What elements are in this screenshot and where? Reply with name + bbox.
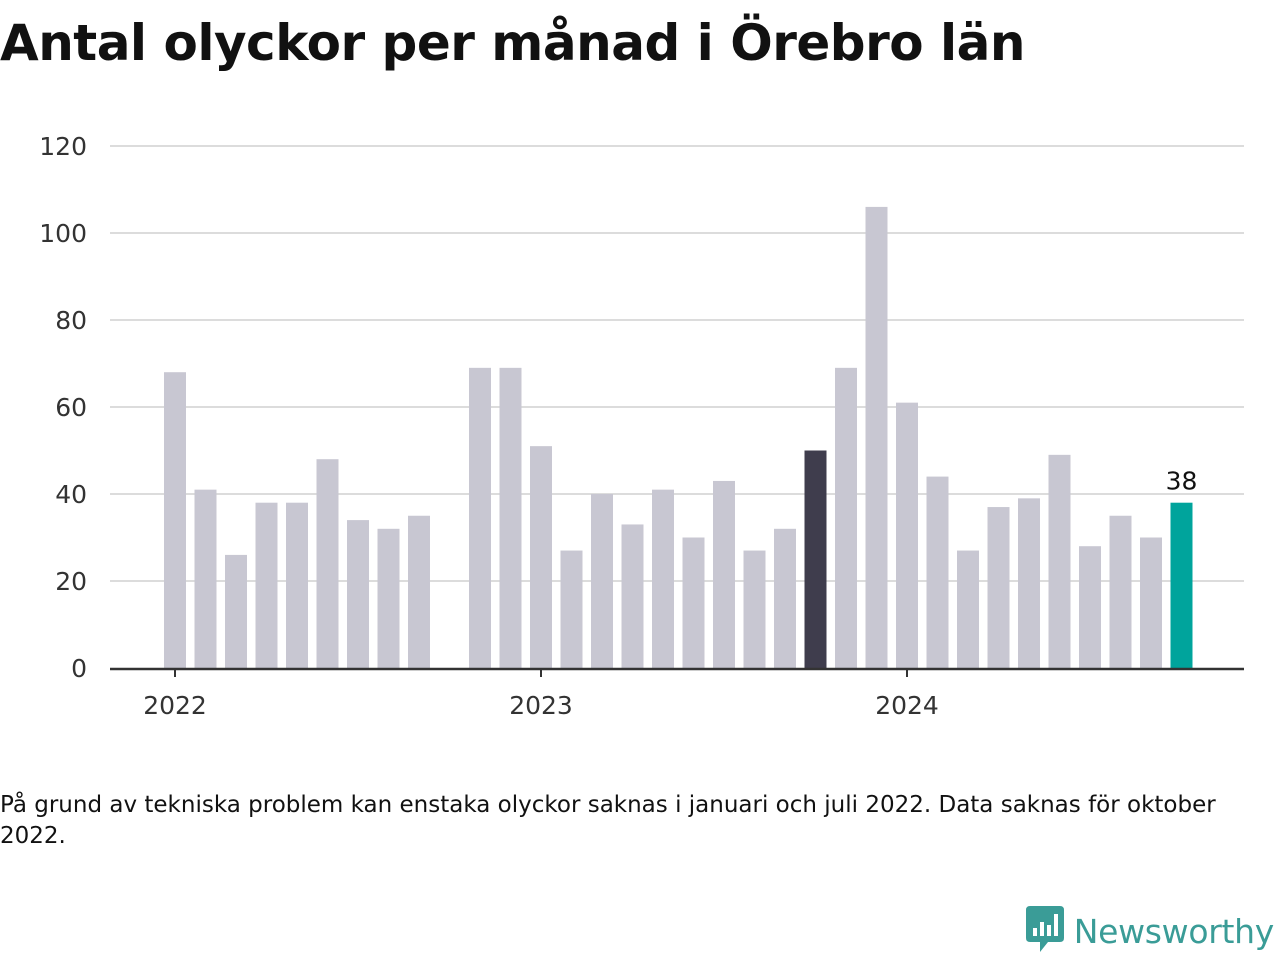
bar-2023-07: [713, 480, 735, 668]
bar-2023-02: [560, 550, 583, 668]
brand-name: Newsworthy: [1073, 911, 1275, 951]
x-axis-ticks: 2022 2023 2024: [143, 668, 939, 720]
bar-2023-04: [621, 524, 644, 668]
bar-2024-01: [896, 402, 918, 668]
y-tick-label: 60: [55, 393, 87, 422]
bar-2024-04: [987, 507, 1010, 668]
bar-2024-02: [926, 476, 949, 668]
bar-chart: 0 20 40 60 80 100 120 2022 2023 2024 38: [39, 132, 1244, 720]
bar-2022-12: [499, 367, 522, 668]
x-tick-label: 2024: [875, 691, 939, 720]
bar-2022-07: [347, 520, 369, 668]
bar-2023-12: [865, 206, 888, 668]
y-tick-label: 20: [55, 567, 87, 596]
bar-2023-10: [804, 450, 827, 668]
x-tick-label: 2022: [143, 691, 207, 720]
chart-title: Antal olyckor per månad i Örebro län: [0, 14, 1025, 72]
y-axis-ticks: 0 20 40 60 80 100 120: [39, 132, 87, 683]
y-tick-label: 40: [55, 480, 87, 509]
bar-2023-08: [743, 550, 766, 668]
y-tick-label: 80: [55, 306, 87, 335]
bar-2022-11: [469, 367, 491, 668]
value-label-latest: 38: [1166, 467, 1198, 496]
bar-2024-08: [1109, 515, 1132, 668]
y-tick-label: 100: [39, 219, 87, 248]
bar-2022-04: [255, 502, 278, 668]
bar-2022-05: [286, 502, 308, 668]
bar-2024-06: [1048, 454, 1071, 668]
bar-2023-09: [774, 528, 796, 668]
newsworthy-logo-icon: [1025, 906, 1064, 956]
x-tick-label: 2023: [509, 691, 573, 720]
y-tick-label: 120: [39, 132, 87, 161]
bar-2023-01: [530, 446, 552, 668]
footnote: På grund av tekniska problem kan enstaka…: [0, 792, 1216, 849]
bar-2023-05: [652, 489, 674, 668]
bar-2024-03: [957, 550, 979, 668]
bar-2022-01: [164, 372, 186, 668]
bars: [164, 206, 1193, 668]
bar-2023-06: [682, 537, 705, 668]
bar-2023-11: [835, 367, 857, 668]
bar-2022-09: [408, 515, 430, 668]
y-tick-label: 0: [71, 654, 87, 683]
bar-2023-03: [591, 494, 613, 668]
bar-2024-09: [1140, 537, 1162, 668]
brand-logo: Newsworthy: [1025, 906, 1275, 956]
bar-2022-06: [316, 459, 339, 668]
bar-2022-08: [377, 528, 400, 668]
bar-2024-07: [1079, 546, 1101, 668]
bar-2022-03: [225, 554, 247, 668]
value-labels: 38: [1166, 467, 1198, 496]
bar-2024-10: [1170, 502, 1193, 668]
bar-2024-05: [1018, 498, 1040, 668]
bar-2022-02: [194, 489, 217, 668]
gridlines: [110, 145, 1244, 582]
